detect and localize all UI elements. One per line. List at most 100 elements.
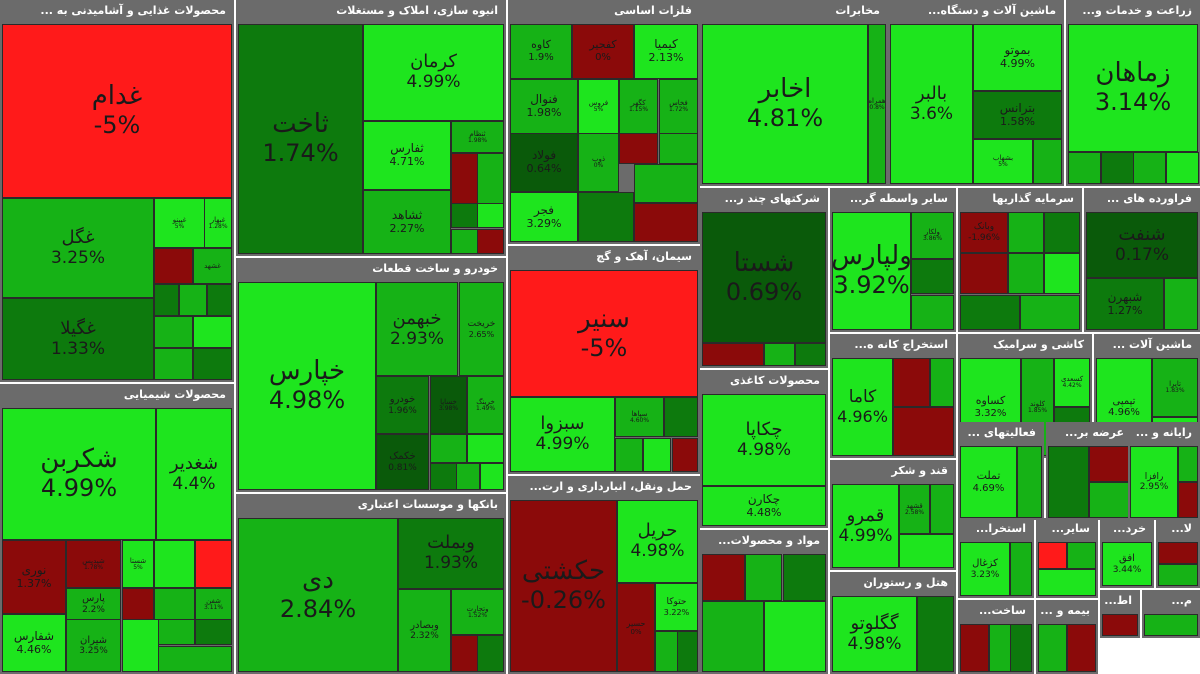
treemap-tile[interactable] [655,631,678,672]
treemap-tile[interactable] [911,295,954,330]
treemap-tile[interactable] [702,601,764,672]
treemap-tile[interactable]: کرمان 4.99% [363,24,504,121]
treemap-tile[interactable]: فخاس 1.72% [659,79,698,134]
treemap-tile[interactable] [659,133,698,164]
treemap-tile[interactable] [456,463,480,490]
treemap-tile[interactable] [1068,152,1101,184]
treemap-tile[interactable]: شغدیر 4.4% [156,408,232,540]
treemap-tile[interactable]: بترانس 1.58% [973,91,1062,139]
treemap-tile[interactable]: شفارس 4.46% [2,614,66,672]
treemap-tile[interactable]: شنفت 0.17% [1086,212,1198,278]
treemap-tile[interactable]: ذوب 0% [578,133,619,192]
treemap-tile[interactable] [193,316,232,348]
treemap-tile[interactable]: نوری 1.37% [2,540,66,614]
treemap-tile[interactable]: قمرو 4.99% [832,484,899,568]
treemap-tile[interactable] [960,295,1020,330]
treemap-tile[interactable] [899,534,954,568]
treemap-tile[interactable]: غپینو 5% [154,198,205,248]
treemap-tile[interactable]: شفن 3.11% [195,588,232,620]
treemap-tile[interactable]: فولاد 0.64% [510,133,578,192]
treemap-tile[interactable]: بشهاب 5% [973,139,1033,184]
treemap-tile[interactable] [154,316,193,348]
treemap-tile[interactable] [1102,614,1138,636]
treemap-tile[interactable]: چکاپا 4.98% [702,394,826,486]
treemap-tile[interactable]: کاوه 1.9% [510,24,572,79]
treemap-tile[interactable] [1067,624,1096,672]
treemap-tile[interactable] [1178,482,1198,518]
treemap-tile[interactable] [207,284,232,316]
treemap-tile[interactable] [930,484,954,534]
treemap-tile[interactable] [451,635,478,672]
treemap-tile[interactable] [1166,152,1199,184]
treemap-tile[interactable]: کگهر 1.15% [619,79,658,134]
treemap-tile[interactable] [930,358,954,407]
treemap-tile[interactable] [989,624,1011,672]
treemap-tile[interactable]: خساپا 3.98% [430,376,467,434]
treemap-tile[interactable] [783,554,826,601]
treemap-tile[interactable] [911,259,954,294]
treemap-tile[interactable]: شبهرن 1.27% [1086,278,1164,330]
treemap-tile[interactable]: حکشتی -0.26% [510,500,617,672]
treemap-tile[interactable] [960,253,1008,294]
treemap-tile[interactable]: خریخت 2.65% [459,282,504,376]
treemap-tile[interactable]: زماهان 3.14% [1068,24,1198,152]
treemap-tile[interactable]: وتجارت 1.52% [451,589,504,635]
treemap-tile[interactable]: حتوکا 3.22% [655,583,698,631]
treemap-tile[interactable]: غدام -5% [2,24,232,198]
treemap-tile[interactable]: حسیر 0% [617,583,655,672]
treemap-tile[interactable]: گگلوتو 4.98% [832,596,917,672]
treemap-tile[interactable] [1101,152,1134,184]
treemap-tile[interactable] [1020,295,1080,330]
treemap-tile[interactable]: شکربن 4.99% [2,408,156,540]
treemap-tile[interactable] [154,348,193,380]
treemap-tile[interactable]: کفجیر 0% [572,24,634,79]
treemap-tile[interactable] [430,434,467,463]
treemap-tile[interactable]: خودرو 1.96% [376,376,429,434]
treemap-tile[interactable]: وبملت 1.93% [398,518,504,589]
treemap-tile[interactable] [158,619,195,645]
treemap-tile[interactable] [745,554,782,601]
treemap-tile[interactable] [764,601,826,672]
treemap-tile[interactable]: خبهمن 2.93% [376,282,458,376]
treemap-tile[interactable] [634,164,698,203]
treemap-tile[interactable] [477,229,504,254]
treemap-tile[interactable]: غگیلا 1.33% [2,298,154,380]
treemap-tile[interactable]: غشهد [193,248,232,284]
treemap-tile[interactable]: افق 3.44% [1102,542,1152,586]
treemap-tile[interactable] [893,358,930,407]
treemap-tile[interactable] [1089,446,1130,482]
treemap-tile[interactable] [1044,212,1080,253]
treemap-tile[interactable] [672,438,698,472]
treemap-tile[interactable] [578,192,634,242]
treemap-tile[interactable]: کزغال 3.23% [960,542,1010,596]
treemap-tile[interactable] [677,631,698,672]
treemap-tile[interactable]: ثفارس 4.71% [363,121,451,190]
treemap-tile[interactable]: ولکار 3.86% [911,212,954,259]
treemap-tile[interactable] [1008,212,1044,253]
treemap-tile[interactable] [179,284,207,316]
treemap-tile[interactable] [1164,278,1198,330]
treemap-tile[interactable]: غبهار 1.28% [204,198,232,248]
treemap-tile[interactable]: وبانک -1.96% [960,212,1008,253]
treemap-tile[interactable]: خکمک 0.81% [376,434,429,490]
treemap-tile[interactable] [1067,542,1096,569]
treemap-tile[interactable] [764,343,795,366]
treemap-tile[interactable]: وبصادر 2.32% [398,589,451,672]
treemap-tile[interactable] [1017,446,1042,518]
treemap-tile[interactable] [1033,139,1062,184]
treemap-tile[interactable]: شستا 5% [122,540,154,588]
treemap-tile[interactable] [158,646,232,672]
treemap-tile[interactable] [1038,569,1096,596]
treemap-tile[interactable] [1178,446,1198,482]
treemap-tile[interactable] [477,635,504,672]
treemap-tile[interactable] [702,554,745,601]
treemap-tile[interactable] [664,397,698,437]
treemap-tile[interactable]: همراه 0.8% [868,24,886,184]
treemap-tile[interactable] [1158,564,1198,586]
treemap-tile[interactable]: خرینگ 1.49% [467,376,504,434]
treemap-tile[interactable]: شستا 0.69% [702,212,826,343]
treemap-tile[interactable]: خپارس 4.98% [238,282,376,490]
treemap-tile[interactable] [451,203,478,228]
treemap-tile[interactable]: دی 2.84% [238,518,398,672]
treemap-tile[interactable]: اخابر 4.81% [702,24,868,184]
